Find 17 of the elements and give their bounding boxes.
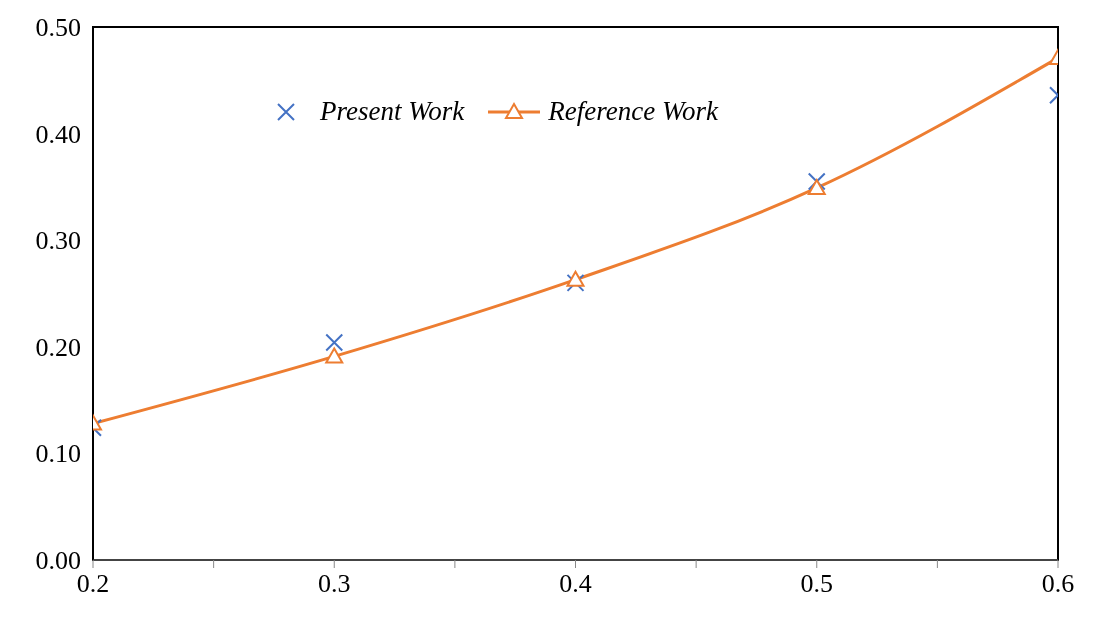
x-tick-label: 0.5: [800, 569, 833, 598]
point: [807, 178, 826, 195]
point: [325, 333, 344, 352]
point: [566, 270, 585, 287]
point: [566, 273, 585, 292]
legend-label: Present Work: [320, 96, 465, 127]
x-tick-label: 0.6: [1041, 569, 1075, 598]
legend-label: Reference Work: [548, 96, 718, 127]
y-tick-label: 0.20: [35, 332, 81, 362]
y-tick-label: 0.40: [35, 119, 81, 149]
x-tick-label: 0.4: [559, 569, 592, 598]
x-tick-label: 0.3: [318, 569, 351, 598]
point: [325, 347, 344, 364]
point: [807, 172, 826, 191]
y-tick-label: 0.30: [35, 226, 81, 256]
y-tick-label: 0.10: [35, 439, 81, 469]
y-tick-label: 0.50: [35, 13, 81, 42]
